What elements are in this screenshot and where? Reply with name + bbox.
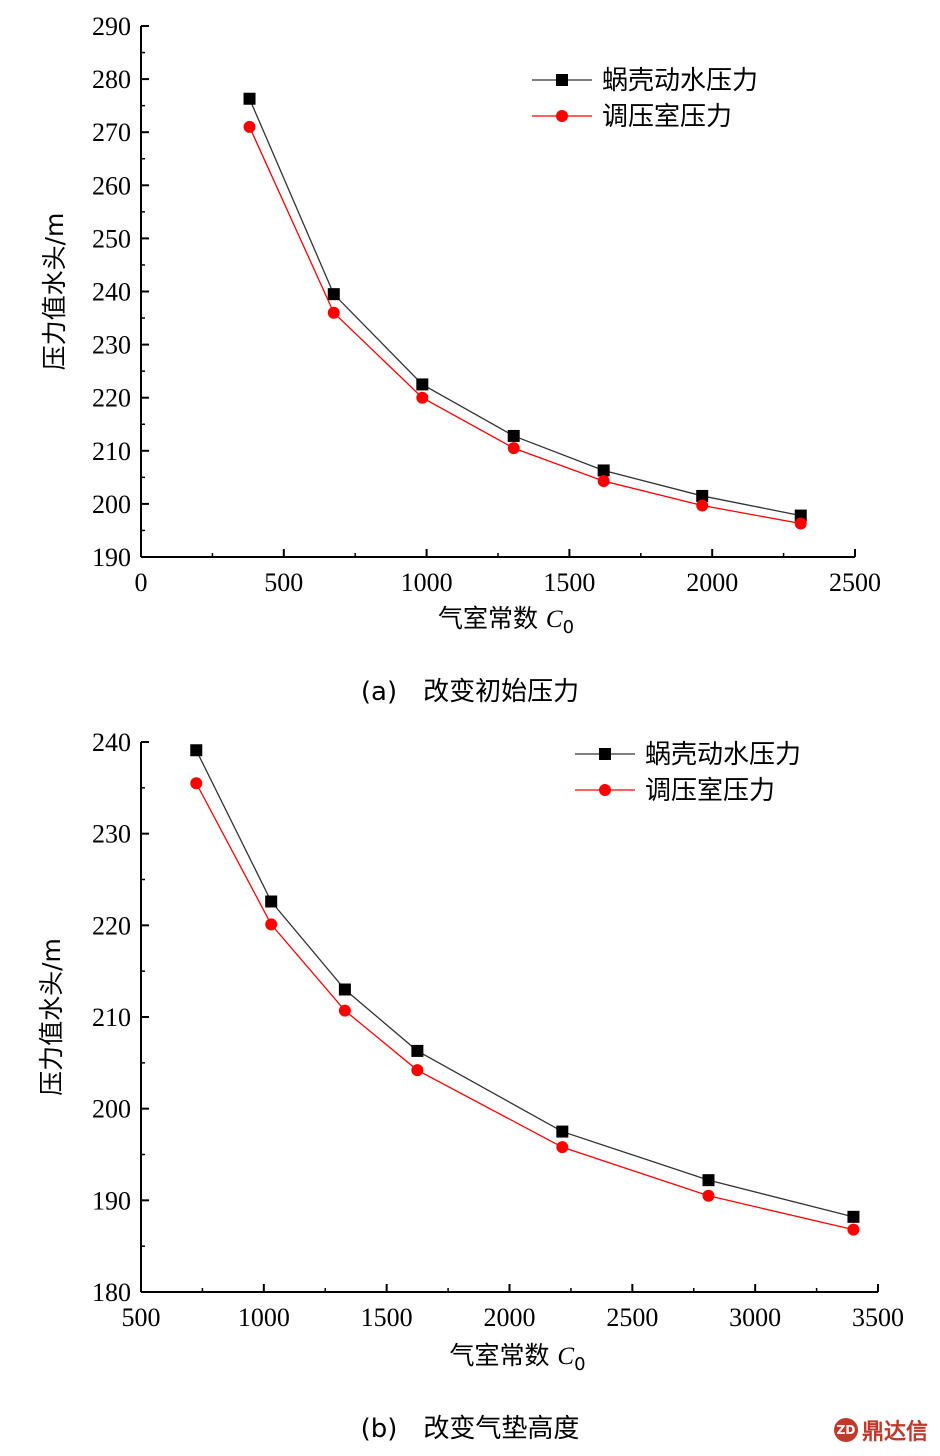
data-point-square [416,378,429,391]
legend-marker-square [599,748,611,760]
x-tick-label: 2500 [829,568,881,597]
x-tick-label: 1500 [361,1303,413,1332]
data-point-circle [327,306,340,319]
data-point-circle [243,120,256,133]
data-point-circle [597,475,610,488]
data-point-square [597,464,610,477]
x-tick-label: 0 [135,568,148,597]
x-tick-label: 3000 [729,1303,781,1332]
legend-label: 调压室压力 [602,102,732,132]
x-tick-label: 1000 [401,568,453,597]
x-tick-label: 500 [122,1303,161,1332]
watermark-logo-icon: ZD [833,1418,858,1442]
chart-a: 190 200 210 220 230 240 250 260 270 280 290 0 500 100… [40,12,881,707]
data-point-square [327,288,340,301]
data-point-circle [556,1141,569,1154]
chart-b: 180 190 200 210 220 230 240 500 1000 1500 2000 2500… [37,728,904,1444]
data-point-square [411,1044,424,1057]
y-tick-label: 240 [92,728,131,757]
data-point-circle [696,499,709,512]
data-point-circle [507,442,520,455]
data-point-square [338,983,351,996]
data-point-square [702,1174,715,1187]
y-tick-label: 210 [92,1003,131,1032]
data-point-square [190,744,203,757]
data-point-square [243,92,256,105]
y-tick-label: 230 [92,820,131,849]
x-tick-label: 500 [264,568,303,597]
figure-caption: (a) 改变初始压力 [361,677,579,707]
legend-label: 调压室压力 [645,776,775,806]
y-tick-label: 210 [92,437,131,466]
x-tick-label: 3500 [852,1303,904,1332]
y-tick-label: 190 [92,1186,131,1215]
y-tick-label: 190 [92,543,131,572]
watermark: ZD 鼎达信 [833,1414,928,1446]
y-tick-label: 230 [92,331,131,360]
data-point-circle [416,391,429,404]
legend-marker-circle [599,784,611,796]
data-point-circle [847,1223,860,1236]
watermark-text: 鼎达信 [861,1420,928,1445]
y-tick-label: 260 [92,171,131,200]
y-tick-label: 220 [92,384,131,413]
data-point-circle [190,777,203,790]
data-point-circle [702,1189,715,1202]
x-tick-label: 2000 [484,1303,536,1332]
y-tick-label: 200 [92,490,131,519]
y-tick-label: 280 [92,65,131,94]
data-point-square [847,1210,860,1223]
y-tick-label: 250 [92,224,131,253]
legend-label: 蜗壳动水压力 [645,740,801,770]
legend-label: 蜗壳动水压力 [602,66,758,96]
y-tick-label: 290 [92,12,131,41]
x-axis-label: 气室常数 C0 [449,1341,585,1375]
data-point-square [556,1125,569,1138]
data-point-square [265,895,278,908]
x-tick-label: 2500 [606,1303,658,1332]
x-tick-label: 2000 [686,568,738,597]
series-line-surge-chamber [248,126,801,525]
y-tick-label: 270 [92,118,131,147]
x-tick-label: 1000 [238,1303,290,1332]
x-tick-label: 1500 [543,568,595,597]
y-tick-label: 180 [92,1278,131,1307]
data-point-circle [794,517,807,530]
legend-marker-circle [556,110,568,122]
data-point-square [507,429,520,442]
series-line-volute [195,749,854,1218]
series-line-surge-chamber [195,782,854,1231]
y-axis-label: 压力值水头/m [40,213,69,371]
legend-marker-square [556,74,568,86]
figure-caption: (b) 改变气垫高度 [361,1414,580,1444]
y-axis-label: 压力值水头/m [37,938,66,1096]
y-tick-label: 240 [92,278,131,307]
x-axis-label: 气室常数 C0 [438,604,574,638]
data-point-circle [411,1064,424,1077]
data-point-circle [265,918,278,931]
y-tick-label: 220 [92,911,131,940]
data-point-square [696,489,709,502]
y-tick-label: 200 [92,1095,131,1124]
data-point-circle [338,1004,351,1017]
